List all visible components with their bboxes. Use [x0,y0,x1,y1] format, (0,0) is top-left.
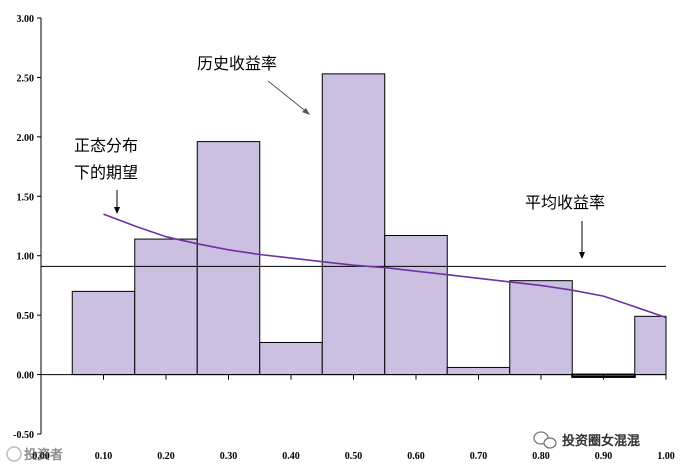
annotation-historical-arrowhead [302,108,310,115]
histogram-bar [134,238,198,376]
x-tick-label: 0.40 [282,451,300,462]
x-tick-label: 0.60 [407,451,425,462]
x-tick-label: 0.10 [95,451,113,462]
y-tick-label: 0.00 [17,371,35,382]
watermark-left: 投资者 [6,446,63,463]
x-tick-label: 0.70 [470,451,488,462]
y-tick-label: -0.50 [13,430,34,441]
x-tick-label: 0.00 [32,451,50,462]
y-tick-label: 2.50 [17,73,35,84]
x-tick-label: 0.30 [220,451,238,462]
y-tick-label: 1.00 [17,252,35,263]
normal-expectation-curve [103,213,667,319]
annotation-average: 平均收益率 [525,193,605,259]
annotation-normal: 正态分布 下的期望 [74,136,138,214]
histogram-bar [384,235,448,376]
y-tick-label: 0.50 [17,311,35,322]
annotation-average-arrowhead [579,252,585,259]
histogram-bars [71,73,667,378]
x-axis-ticks: 0.00 0.10 0.20 0.30 0.40 0.50 0.60 0.70 0.80 0.90… [32,374,675,462]
histogram-bar [259,341,323,376]
annotation-normal-line1: 正态分布 [74,136,138,155]
histogram-bar [196,141,261,376]
watermark-left-text: 投资者 [24,447,63,463]
y-tick-label: 1.50 [17,192,35,203]
x-tick-label: 0.90 [595,451,613,462]
annotation-average-label: 平均收益率 [525,193,605,212]
annotation-historical-arrow [267,80,309,114]
histogram-bar [446,366,511,376]
wechat-icon [6,446,22,462]
annotation-normal-arrowhead [114,207,120,214]
x-tick-label: 1.00 [657,451,675,462]
histogram-bar [71,290,136,376]
histogram-bar [509,280,573,376]
annotation-normal-line2: 下的期望 [74,163,138,182]
watermark-right: 投资圈女混混 [533,431,640,449]
x-tick-label: 0.80 [532,451,550,462]
annotation-historical: 历史收益率 [197,54,310,115]
x-tick-label: 0.50 [345,451,363,462]
overlay-lines [41,213,667,319]
x-tick-label: 0.20 [157,451,175,462]
wechat-logo-icon [533,431,557,449]
annotation-historical-label: 历史收益率 [197,54,277,73]
watermark-right-text: 投资圈女混混 [562,433,640,449]
y-tick-label: 3.00 [17,14,35,25]
histogram-bar [321,73,386,376]
y-axis-ticks: 3.00 2.50 2.00 1.50 1.00 0.50 0.00 -0.50 [13,14,41,441]
histogram-bar [634,315,667,376]
y-tick-label: 2.00 [17,133,35,144]
